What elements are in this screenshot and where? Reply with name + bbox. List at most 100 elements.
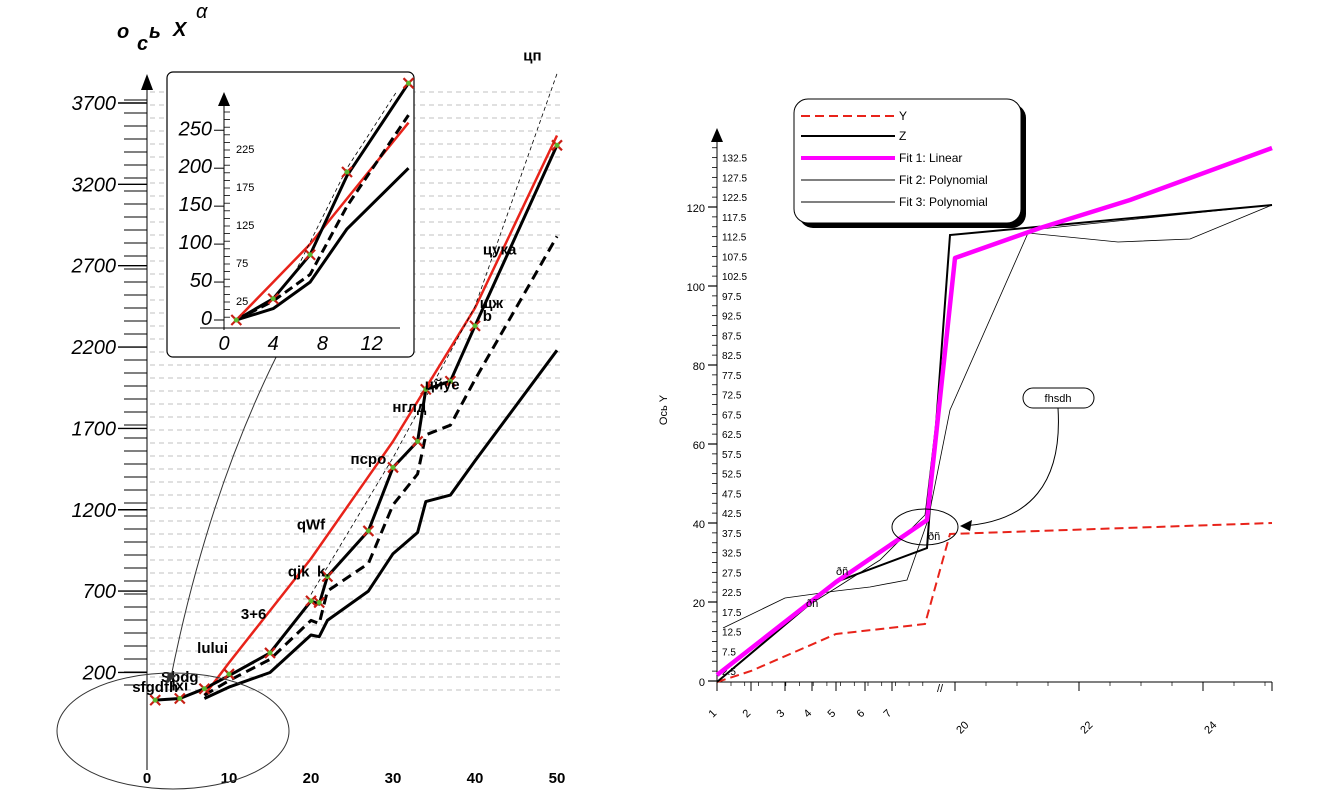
- y-major-label: 20: [693, 598, 705, 610]
- inset-marker: [341, 166, 353, 178]
- inset-chart: 0 50 100 150 200 250 25 75 125 175 225 0 4 8 12: [166, 71, 415, 358]
- x-tick-label: 5: [825, 707, 838, 720]
- inset-y-arrow: [218, 92, 230, 106]
- y-major-label: 80: [693, 361, 705, 373]
- marker-dot: [447, 378, 453, 384]
- point-annotation: lului: [197, 640, 228, 657]
- y-major-label: 0: [699, 677, 705, 689]
- data-marker: [198, 682, 211, 695]
- series-fit1: [715, 145, 1273, 677]
- data-marker: [223, 668, 235, 680]
- inset-series-3: [235, 167, 410, 322]
- marker-dot: [267, 650, 273, 656]
- zoom-ellipse: [56, 672, 290, 790]
- x-tick-label: 4: [801, 707, 814, 720]
- series-line-4: [310, 73, 558, 595]
- y-axis-label: с: [137, 33, 148, 55]
- y-tick-label: 2700: [71, 256, 117, 278]
- inset-y-tick-label: 100: [179, 232, 212, 254]
- series-line-3: [203, 349, 559, 700]
- marker-dot: [324, 573, 330, 579]
- x-tick-label: 20: [954, 719, 971, 736]
- x-tick-label: 2: [740, 707, 753, 720]
- legend-label: Fit 3: Polynomial: [899, 195, 988, 209]
- inset-y-tick-right: 175: [236, 182, 254, 194]
- y-minor-label: 32.5: [722, 549, 742, 560]
- point-label: ðñ: [928, 531, 940, 543]
- y-major-label: 120: [687, 203, 705, 215]
- marker-dot: [365, 528, 371, 534]
- y-axis-arrow: [711, 128, 723, 142]
- point-annotation: цйуе: [425, 376, 460, 393]
- right-chart: 2.57.512.517.522.527.532.537.542.547.552…: [658, 98, 1273, 736]
- y-minor-label: 7.5: [722, 647, 736, 658]
- x-tick-label: 40: [467, 770, 484, 787]
- callout-text: fhsdh: [1045, 393, 1072, 405]
- marker-dot: [201, 686, 207, 692]
- data-marker: [264, 647, 276, 659]
- inset-marker: [267, 292, 279, 305]
- y-major-label: 100: [687, 282, 705, 294]
- data-marker: [174, 692, 186, 705]
- y-minor-label: 52.5: [722, 470, 742, 481]
- y-minor-label: 72.5: [722, 391, 742, 402]
- inset-y-tick-label: 0: [201, 308, 212, 330]
- point-annotation: 3+6: [241, 606, 266, 623]
- x-tick-label: 1: [706, 707, 719, 720]
- y-minor-label: 57.5: [722, 450, 742, 461]
- x-tick-label: 20: [303, 770, 320, 787]
- y-minor-label: 82.5: [722, 351, 742, 362]
- marker-dot: [307, 252, 313, 258]
- x-tick-label: 3: [774, 707, 787, 720]
- x-tick-label: 50: [549, 770, 566, 787]
- point-label: ðñ: [836, 566, 848, 578]
- legend-label: Z: [899, 129, 906, 143]
- point-annotation: цп: [523, 48, 541, 65]
- y-minor-label: 117.5: [722, 213, 747, 224]
- callout-arrow-head: [960, 520, 972, 531]
- y-tick-label: 1700: [72, 418, 117, 440]
- series-fit3: [716, 204, 1273, 675]
- y-minor-label: 47.5: [722, 489, 742, 500]
- y-minor-label: 107.5: [722, 252, 747, 263]
- y-minor-label: 77.5: [722, 371, 742, 382]
- inset-marker: [402, 77, 415, 89]
- y-minor-label: 37.5: [722, 529, 742, 540]
- series-fit2: [722, 204, 1273, 629]
- inset-y-tick-right: 225: [236, 144, 254, 156]
- point-annotation: qjk: [288, 563, 310, 580]
- point-annotation: цука: [483, 241, 517, 258]
- series-line-0: [203, 134, 559, 696]
- marker-dot: [308, 598, 314, 604]
- point-annotation: b: [483, 308, 492, 325]
- y-minor-label: 67.5: [722, 410, 742, 421]
- y-minor-label: 87.5: [722, 331, 742, 342]
- point-annotation: qWf: [297, 516, 326, 533]
- legend: YZ Fit 1: Linear Fit 2: Polynomial Fit 3: P…: [793, 98, 1026, 228]
- data-marker: [411, 435, 424, 448]
- inset-x-tick-label: 4: [268, 333, 279, 355]
- data-marker: [313, 596, 325, 609]
- y-minor-label: 97.5: [722, 292, 742, 303]
- point-annotation: k.: [317, 563, 330, 580]
- inset-y-tick-right: 125: [236, 220, 254, 232]
- marker-dot: [406, 80, 411, 86]
- y-minor-label: 132.5: [722, 154, 747, 165]
- y-major-label: 60: [693, 440, 705, 452]
- y-tick-label: 700: [83, 581, 116, 603]
- x-tick-label: 22: [1078, 719, 1095, 736]
- x-tick-label: 10: [221, 770, 238, 787]
- y-tick-label: 1200: [72, 500, 117, 522]
- y-minor-label: 22.5: [722, 588, 742, 599]
- inset-x-tick-label: 8: [317, 333, 328, 355]
- point-annotation: псро: [351, 451, 387, 468]
- inset-y-tick-right: 25: [236, 296, 248, 308]
- data-marker: [387, 461, 399, 474]
- inset-y-tick-label: 50: [190, 270, 212, 292]
- inset-y-tick-label: 150: [179, 194, 212, 216]
- inset-y-tick-right: 75: [236, 258, 248, 270]
- legend-box: [793, 98, 1022, 224]
- x-tick-label: 0: [143, 770, 151, 787]
- y-minor-label: 62.5: [722, 430, 742, 441]
- y-major-label: 40: [693, 519, 705, 531]
